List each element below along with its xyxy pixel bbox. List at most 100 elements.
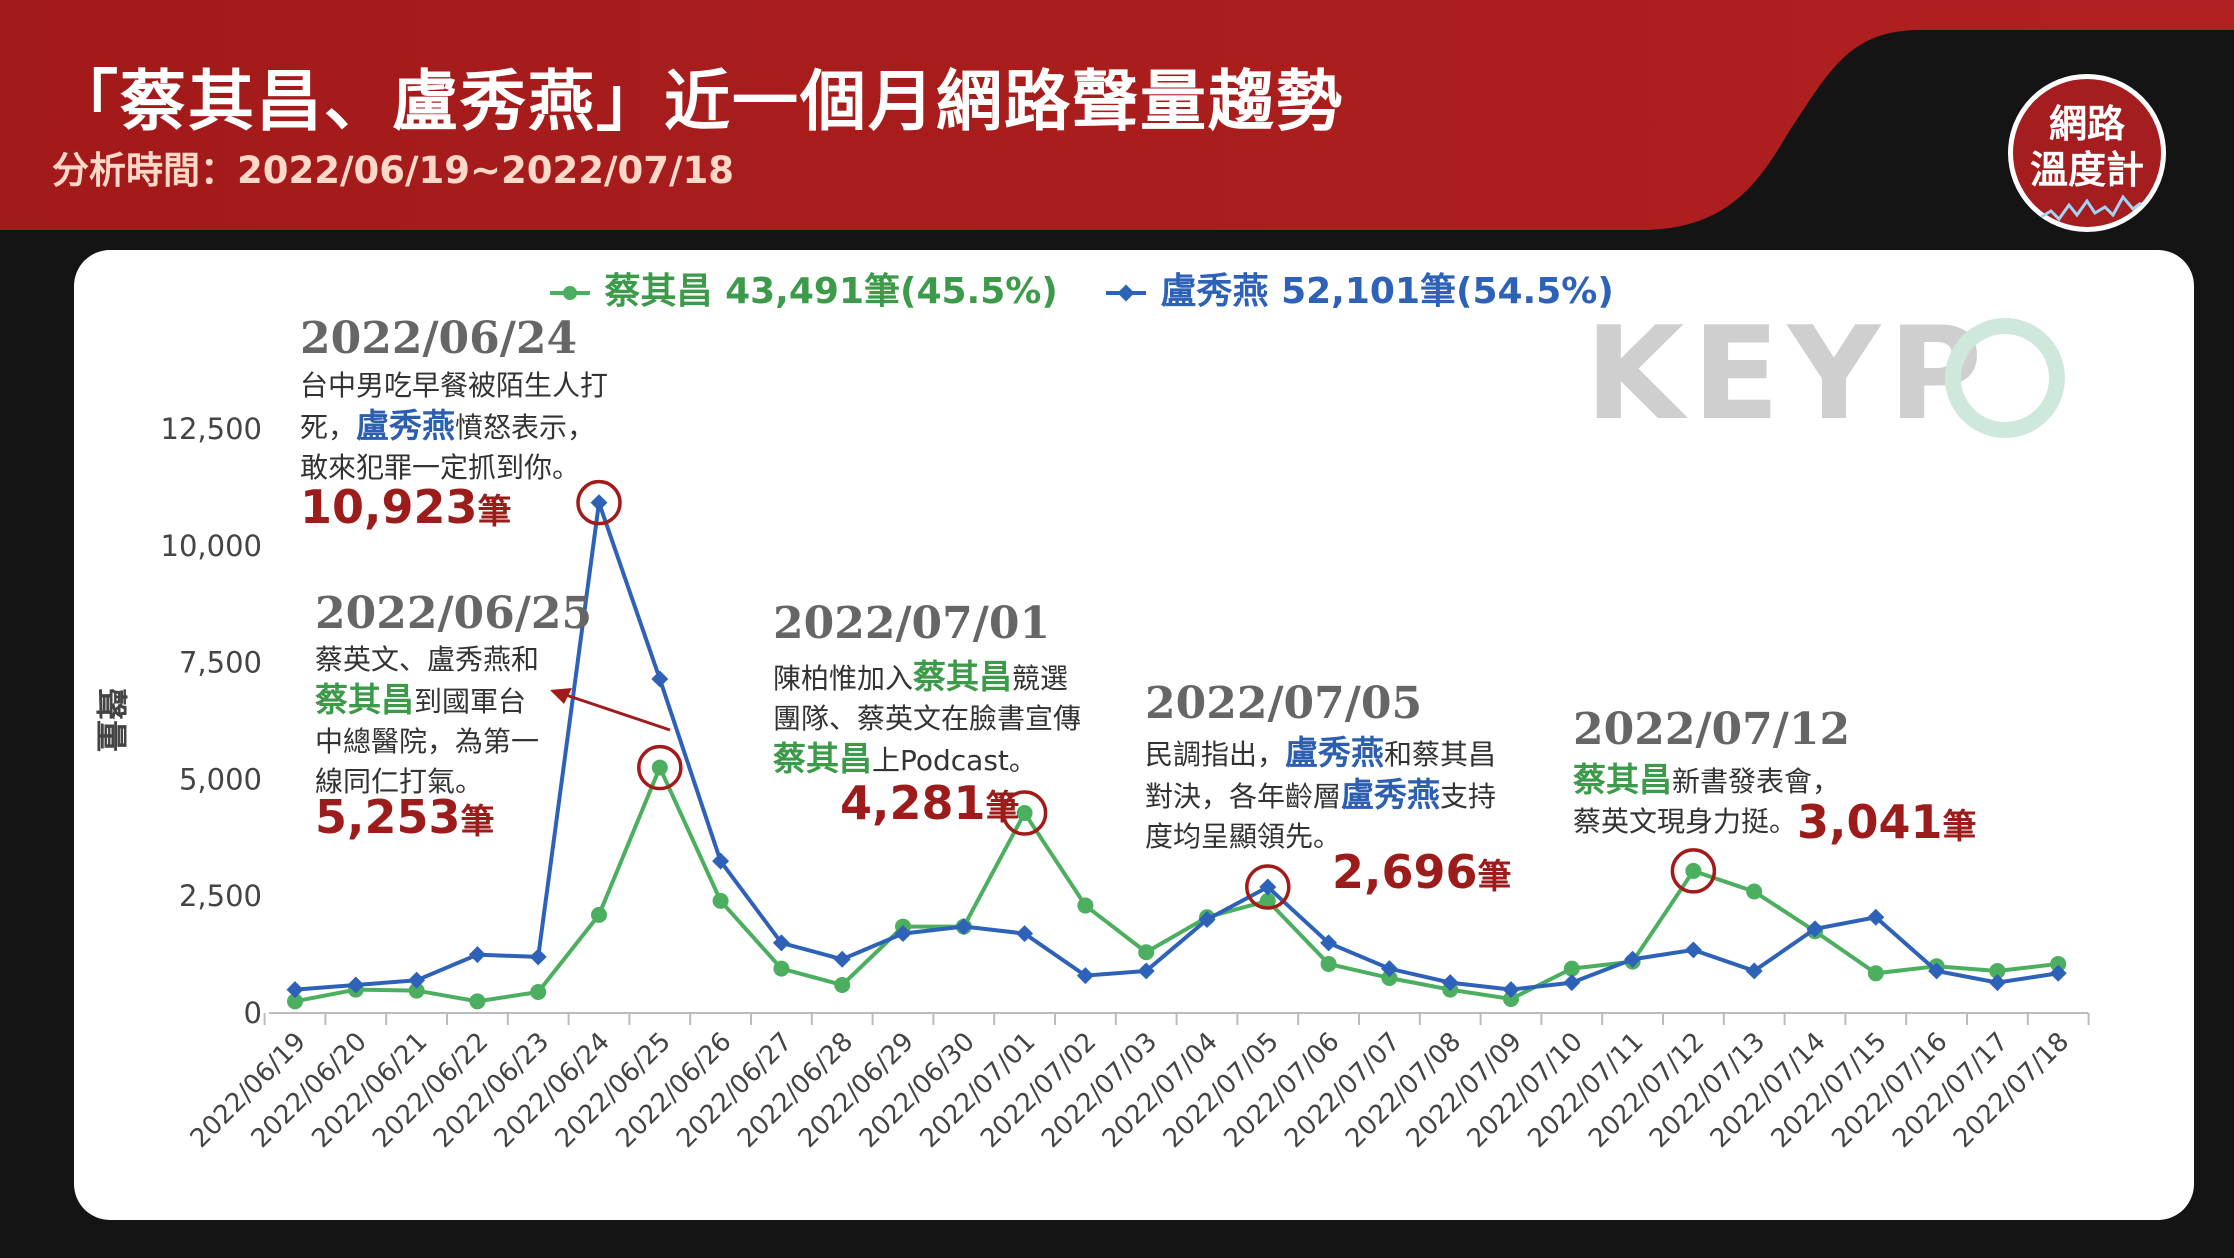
annotation-arrowhead <box>550 688 572 704</box>
data-point <box>2049 964 2067 982</box>
data-point <box>1746 883 1763 900</box>
annotation-line: 蔡其昌上Podcast。 <box>773 739 1081 781</box>
data-point <box>1198 911 1216 929</box>
legend-blue-marker <box>1106 284 1146 302</box>
data-point <box>1502 981 1520 999</box>
logo-line1: 網路 <box>2048 102 2125 146</box>
annotation-fragment: 上Podcast。 <box>872 744 1037 777</box>
y-axis-label: 聲量 <box>92 688 130 752</box>
data-point <box>712 892 729 909</box>
y-axis: 0 2,500 5,000 7,500 10,000 12,500 <box>161 412 262 1030</box>
highlight-ring <box>637 744 683 791</box>
annotation-value: 2,696筆 <box>1332 845 1512 899</box>
data-point <box>286 981 304 999</box>
annotation-text: 蔡英文、盧秀燕和 蔡其昌到國軍台 中總醫院，為第一 線同仁打氣。 <box>315 640 539 802</box>
annotation-highlight: 蔡其昌 <box>1573 760 1672 799</box>
data-point <box>712 852 730 870</box>
highlight-ring <box>1001 790 1048 836</box>
data-point <box>1016 925 1034 943</box>
annotation-line: 敢來犯罪一定抓到你。 <box>300 451 581 484</box>
legend-green-label: 蔡其昌 43,491筆(45.5%) <box>604 271 1058 312</box>
data-point <box>590 494 608 512</box>
annotation-highlight: 盧秀燕 <box>1341 775 1441 814</box>
y-tick-label: 0 <box>244 996 262 1030</box>
annotation-date: 2022/07/12 <box>1573 704 1851 755</box>
annotation-line: 蔡其昌到國軍台 <box>315 680 539 722</box>
data-point <box>469 993 486 1010</box>
data-point <box>529 948 547 966</box>
pulse-icon <box>2041 194 2141 222</box>
annotation-line: 蔡其昌新書發表會， <box>1573 760 1840 802</box>
annotation-highlight: 盧秀燕 <box>356 406 456 445</box>
y-tick-label: 2,500 <box>179 879 262 913</box>
annotation-value: 10,923筆 <box>300 480 512 534</box>
data-point <box>833 950 851 968</box>
data-point <box>1684 941 1702 959</box>
series-line-1 <box>294 502 2059 992</box>
annotation-arrow <box>559 691 671 732</box>
annotation-highlight: 蔡其昌 <box>315 680 414 719</box>
annotation-date: 2022/06/24 <box>300 313 578 364</box>
highlight-ring <box>576 479 622 526</box>
data-point <box>1016 804 1033 821</box>
data-point <box>1380 960 1398 978</box>
highlight-layer <box>576 479 1717 910</box>
annotation-value-unit: 筆 <box>985 788 1020 828</box>
legend-green: 蔡其昌 43,491筆(45.5%) <box>548 262 1058 314</box>
data-point <box>347 976 365 994</box>
annotation-text: 陳柏惟加入蔡其昌競選 團隊、蔡英文在臉書宣傳 蔡其昌上Podcast。 <box>773 657 1081 781</box>
annotation-fragment: 對決，各年齡層 <box>1145 780 1342 813</box>
annotation-date: 2022/06/25 <box>315 588 593 639</box>
data-point <box>468 946 486 964</box>
y-tick-label: 10,000 <box>161 529 262 563</box>
annotation-line: 中總醫院，為第一 <box>315 725 540 758</box>
data-point <box>1989 962 2006 979</box>
series-line-0 <box>294 762 2059 1004</box>
data-point <box>651 670 669 688</box>
annotation-line: 蔡英文現身力挺。 <box>1573 805 1798 838</box>
data-point <box>1563 960 1580 977</box>
data-point <box>651 759 668 776</box>
annotation-value-unit: 筆 <box>477 492 512 532</box>
brand-logo: 網路 溫度計 <box>2008 74 2166 232</box>
data-point <box>1867 965 1884 982</box>
data-point <box>1624 950 1642 968</box>
annotation-line: 對決，各年齡層盧秀燕支持 <box>1145 775 1496 817</box>
annotation-value-unit: 筆 <box>460 802 495 842</box>
data-point <box>772 934 790 952</box>
analysis-period: 分析時間：2022/06/19~2022/07/18 <box>52 149 734 192</box>
annotation-value-number: 4,281 <box>840 776 986 830</box>
data-point <box>955 918 973 936</box>
annotation-text: 台中男吃早餐被陌生人打 死，盧秀燕憤怒表示， 敢來犯罪一定抓到你。 <box>300 366 608 488</box>
annotation-line: 死，盧秀燕憤怒表示， <box>300 406 608 448</box>
data-point <box>408 982 425 999</box>
annotation-fragment: 到國軍台 <box>414 685 527 718</box>
data-point <box>1563 974 1581 992</box>
data-point <box>1138 944 1155 961</box>
data-point <box>530 983 547 1000</box>
data-point <box>1077 897 1094 914</box>
annotation-fragment: 新書發表會， <box>1672 765 1841 798</box>
annotation-text: 蔡其昌新書發表會， 蔡英文現身力挺。 <box>1573 760 1840 842</box>
data-point <box>591 906 607 923</box>
annotation-fragment: 民調指出， <box>1145 738 1286 771</box>
data-point <box>773 960 790 977</box>
page-title: 「蔡其昌、盧秀燕」近一個月網路聲量趨勢 <box>52 63 1344 140</box>
data-point <box>1137 962 1155 980</box>
annotation-fragment: 死， <box>300 411 357 444</box>
annotation-date: 2022/07/05 <box>1145 678 1423 729</box>
data-point <box>1685 862 1702 879</box>
annotation-line: 台中男吃早餐被陌生人打 <box>300 369 609 402</box>
annotation-fragment: 支持 <box>1440 780 1497 813</box>
annotation-text: 民調指出，盧秀燕和蔡其昌 對決，各年齡層盧秀燕支持 度均呈顯領先。 <box>1145 733 1496 857</box>
annotation-line: 蔡英文、盧秀燕和 <box>315 643 540 676</box>
highlight-ring <box>1670 848 1717 894</box>
watermark-text: KEYP <box>1585 300 1991 449</box>
annotation-fragment: 和蔡其昌 <box>1384 738 1497 771</box>
data-point <box>2050 955 2067 972</box>
data-point <box>1259 892 1276 909</box>
data-point <box>1867 908 1885 926</box>
annotation-value-number: 3,041 <box>1797 795 1943 849</box>
